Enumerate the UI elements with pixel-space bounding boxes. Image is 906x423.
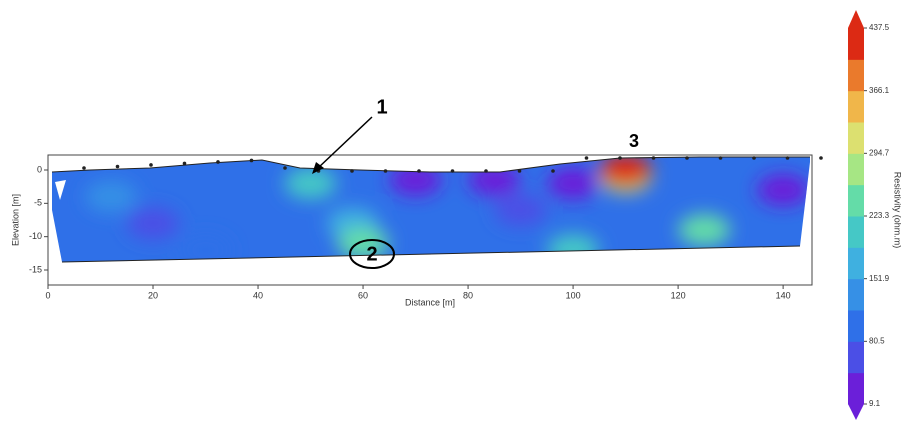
electrode (651, 156, 656, 160)
colorbar-tick-label: 80.5 (869, 336, 885, 345)
arrow (317, 116, 373, 169)
electrode (249, 158, 254, 163)
electrode (484, 169, 488, 173)
plot-frame (47, 154, 813, 286)
x-tick-label: 40 (253, 290, 263, 300)
annotation: 1 (376, 96, 387, 118)
colorbar-band (848, 247, 864, 280)
x-axis-label: Distance [m] (405, 297, 455, 307)
resistivity-zone (494, 194, 547, 226)
resistivity-zone (389, 164, 442, 196)
colorbar-band (848, 216, 864, 248)
y-tick-label: -15 (29, 264, 42, 274)
annotation: 2 (366, 243, 377, 265)
electrode (417, 169, 421, 173)
colorbar-label: Resistivity (ohm.m) (893, 172, 903, 249)
colorbar-arrow (848, 10, 864, 28)
x-tick-label: 100 (566, 290, 581, 300)
electrode (283, 166, 287, 170)
electrode (718, 156, 723, 160)
resistivity-zone (547, 234, 600, 262)
y-tick-label: -10 (29, 231, 42, 241)
electrode (182, 161, 187, 166)
x-tick-label: 80 (463, 290, 473, 300)
colorbar-tick-label: 437.5 (869, 23, 890, 32)
colorbar-band (848, 59, 864, 92)
x-tick-label: 60 (358, 290, 368, 300)
resistivity-zone (179, 234, 232, 262)
electrode (350, 169, 354, 173)
y-axis-label: Elevation [m] (10, 194, 20, 246)
electrode (819, 156, 823, 160)
blobs (85, 157, 810, 262)
y-tick-label: 0 (37, 164, 42, 174)
resistivity-zone (85, 180, 138, 213)
electrode (383, 169, 388, 173)
resistivity-zone (547, 167, 600, 200)
electrode (618, 156, 622, 160)
resistivity-zone (284, 167, 337, 200)
electrode (785, 156, 790, 160)
electrode (149, 163, 153, 167)
colorbar-band (848, 153, 864, 186)
blank-wedge (55, 180, 66, 200)
section (52, 157, 810, 262)
colorbar-tick-label: 366.1 (869, 86, 890, 95)
colorbar-band (848, 184, 864, 217)
colorbar-band (848, 372, 864, 405)
resistivity-zone (127, 207, 180, 240)
resistivity-zone (678, 214, 731, 246)
section-base (61, 245, 801, 263)
electrode (685, 156, 689, 160)
x-tick-label: 140 (776, 290, 791, 300)
electrode (517, 169, 522, 173)
colorbar-band (848, 278, 864, 311)
resistivity-zone (337, 227, 390, 260)
annotation: 3 (629, 131, 639, 151)
electrode (115, 164, 120, 169)
resistivity-zone (468, 164, 521, 196)
colorbar-band (848, 122, 864, 154)
y-tick-label: -5 (34, 198, 42, 208)
x-tick-label: 120 (671, 290, 686, 300)
x-tick-label: 20 (148, 290, 158, 300)
colorbar-tick-label: 223.3 (869, 211, 890, 220)
colorbar-band (848, 310, 864, 342)
arrow-head (312, 162, 324, 174)
colorbar-band (848, 90, 864, 123)
colorbar-tick-label: 151.9 (869, 274, 890, 283)
resistivity-zone (757, 174, 810, 206)
resistivity-zone (599, 157, 652, 186)
colorbar-tick-label: 294.7 (869, 148, 890, 157)
electrode (450, 169, 455, 173)
colorbar-arrow (848, 404, 864, 420)
annotation-circle (349, 239, 395, 269)
colorbar-band (848, 28, 864, 60)
colorbar-band (848, 341, 864, 374)
electrode (584, 156, 589, 160)
colorbar-tick-label: 9.1 (869, 399, 881, 408)
electrode (551, 169, 555, 173)
annotations: 1 2 3 (312, 96, 639, 269)
x-tick-label: 0 (45, 290, 50, 300)
electrode (82, 166, 86, 170)
electrode (216, 160, 220, 164)
electrode (752, 156, 756, 160)
